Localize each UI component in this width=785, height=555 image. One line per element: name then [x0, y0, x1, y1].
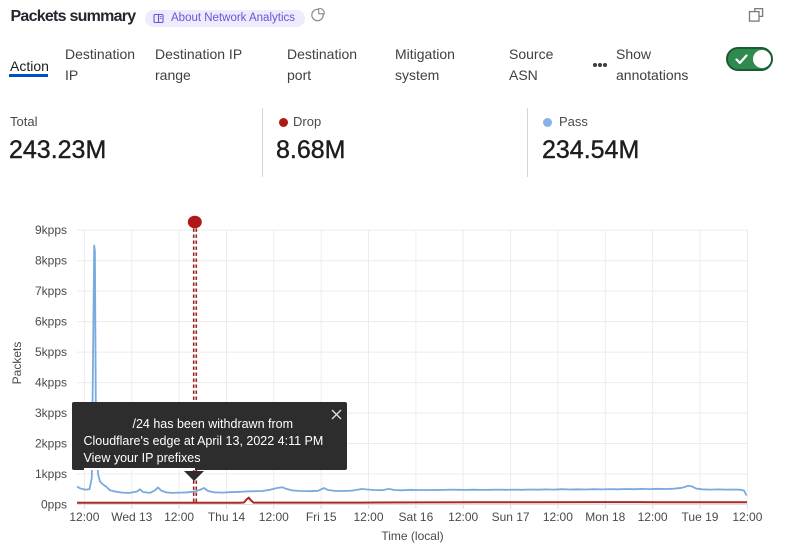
svg-text:2kpps: 2kpps	[35, 437, 67, 451]
svg-text:Packets: Packets	[10, 342, 24, 385]
svg-text:12:00: 12:00	[448, 510, 478, 524]
svg-text:12:00: 12:00	[543, 510, 573, 524]
svg-text:8kpps: 8kpps	[35, 254, 67, 268]
svg-text:Mon 18: Mon 18	[585, 510, 625, 524]
svg-text:Sun 17: Sun 17	[492, 510, 530, 524]
svg-text:12:00: 12:00	[69, 510, 99, 524]
svg-text:12:00: 12:00	[164, 510, 194, 524]
svg-text:4kpps: 4kpps	[35, 376, 67, 390]
svg-text:12:00: 12:00	[353, 510, 383, 524]
svg-text:12:00: 12:00	[732, 510, 762, 524]
svg-text:Time (local): Time (local)	[381, 529, 443, 543]
svg-text:6kpps: 6kpps	[35, 315, 67, 329]
svg-text:12:00: 12:00	[259, 510, 289, 524]
svg-text:0pps: 0pps	[41, 498, 67, 512]
svg-text:Fri 15: Fri 15	[306, 510, 337, 524]
svg-text:Sat 16: Sat 16	[399, 510, 434, 524]
svg-text:Tue 19: Tue 19	[682, 510, 719, 524]
svg-text:5kpps: 5kpps	[35, 345, 67, 359]
svg-text:9kpps: 9kpps	[35, 223, 67, 237]
svg-text:Thu 14: Thu 14	[208, 510, 246, 524]
svg-text:1kpps: 1kpps	[35, 467, 67, 481]
svg-text:Wed 13: Wed 13	[111, 510, 152, 524]
svg-text:7kpps: 7kpps	[35, 284, 67, 298]
svg-text:3kpps: 3kpps	[35, 406, 67, 420]
svg-text:12:00: 12:00	[638, 510, 668, 524]
